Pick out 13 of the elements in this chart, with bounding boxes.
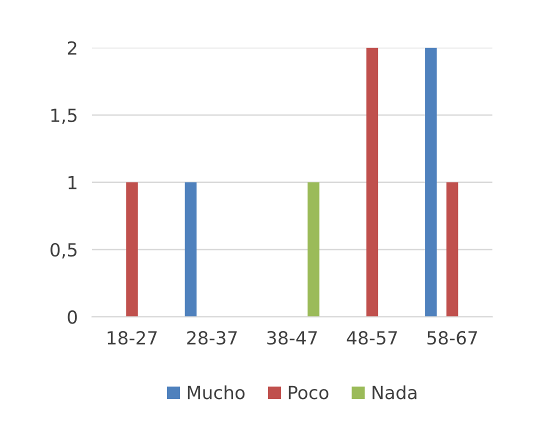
y-tick-label: 0,5 <box>50 243 77 259</box>
x-tick-label: 58-67 <box>427 331 477 345</box>
y-tick-label: 2 <box>68 41 76 55</box>
y-tick-label: 1 <box>68 176 76 190</box>
y-tick-label: 0 <box>68 310 77 324</box>
x-tick-label: 38-47 <box>267 331 317 345</box>
x-tick-label: 18-27 <box>108 331 157 345</box>
y-tick-label: 1,5 <box>51 108 77 124</box>
legend-label: Poco <box>288 386 328 400</box>
x-tick-label: 48-57 <box>346 331 397 345</box>
x-tick-label: 28-37 <box>187 331 237 345</box>
legend-label: Nada <box>372 385 416 400</box>
legend-label: Mucho <box>188 385 245 400</box>
